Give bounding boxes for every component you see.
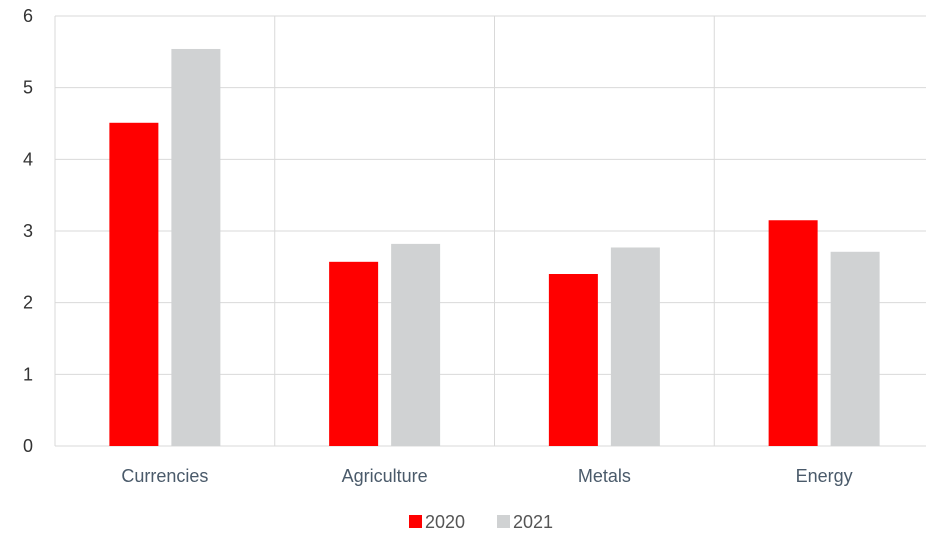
y-axis: 0 1 2 3 4 5 6 (23, 6, 33, 456)
x-tick-label: Metals (578, 466, 631, 486)
y-tick-label: 3 (23, 221, 33, 241)
x-tick-label: Energy (796, 466, 853, 486)
bar-2021-energy (830, 251, 880, 446)
bar-2020-currencies (109, 122, 159, 447)
legend-swatch-2020 (409, 515, 422, 528)
y-tick-label: 1 (23, 364, 33, 384)
legend-swatch-2021 (497, 515, 510, 528)
y-tick-label: 6 (23, 6, 33, 26)
bar-2020-metals (548, 274, 598, 446)
y-tick-label: 4 (23, 149, 33, 169)
x-axis: Currencies Agriculture Metals Energy (121, 466, 852, 486)
legend: 2020 2021 (409, 512, 553, 532)
x-tick-label: Agriculture (342, 466, 428, 486)
y-tick-label: 0 (23, 436, 33, 456)
legend-label-2020: 2020 (425, 512, 465, 532)
bars (109, 48, 880, 447)
bar-2020-agriculture (329, 261, 379, 446)
legend-label-2021: 2021 (513, 512, 553, 532)
bar-2020-energy (768, 220, 818, 446)
y-tick-label: 2 (23, 293, 33, 313)
y-tick-label: 5 (23, 78, 33, 98)
bar-2021-metals (610, 247, 660, 446)
x-tick-label: Currencies (121, 466, 208, 486)
bar-2021-agriculture (391, 243, 441, 446)
bar-2021-currencies (171, 48, 221, 446)
